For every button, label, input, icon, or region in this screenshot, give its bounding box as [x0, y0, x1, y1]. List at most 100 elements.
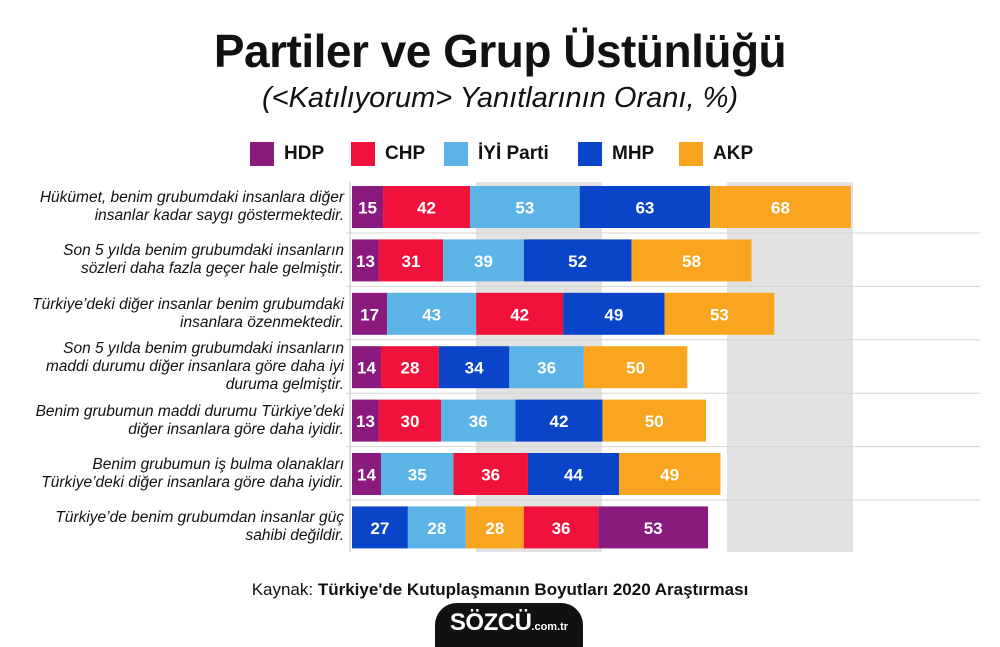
- bar-segment: [469, 186, 580, 228]
- bar-segment: [352, 239, 379, 282]
- bar-segment: [523, 239, 632, 282]
- legend-swatch-hdp: [250, 142, 274, 166]
- background-band: [727, 182, 853, 552]
- legend-item-iyi: İYİ Parti: [444, 140, 549, 168]
- bar-segment: [509, 346, 584, 389]
- bar-segment: [352, 292, 388, 335]
- bar-value-label: 28: [400, 359, 419, 378]
- chart-subtitle: (<Katılıyorum> Yanıtlarının Oranı, %): [261, 82, 739, 114]
- bar-value-label: 31: [402, 252, 421, 271]
- legend-label-chp: CHP: [385, 143, 426, 164]
- bar-segment: [352, 453, 381, 495]
- row-label: Benim grubumun maddi durumu Türkiye’deki…: [35, 402, 344, 438]
- legend-label-hdp: HDP: [284, 143, 325, 164]
- bar-segment: [352, 506, 408, 549]
- bar-segment: [441, 399, 516, 442]
- bar-value-label: 15: [358, 199, 377, 218]
- bar-value-label: 14: [357, 359, 376, 378]
- logo-wordmark: SÖZCÜ: [449, 609, 532, 636]
- bar-segment: [563, 292, 665, 335]
- bar-value-label: 50: [626, 359, 645, 378]
- bar-value-label: 28: [485, 519, 504, 538]
- legend-swatch-mhp: [578, 142, 602, 166]
- bar-value-label: 17: [360, 305, 379, 324]
- bar-segment: [523, 506, 599, 549]
- bar-segment: [378, 399, 442, 442]
- row-label: Benim grubumun iş bulma olanakları Türki…: [41, 456, 344, 491]
- bar-value-label: 52: [568, 252, 587, 271]
- bar-segment: [352, 186, 384, 228]
- legend-item-hdp: HDP: [250, 140, 324, 168]
- bar-value-label: 35: [408, 466, 427, 485]
- bar-value-label: 36: [469, 412, 488, 431]
- bar-value-label: 28: [427, 519, 446, 538]
- legend-swatch-akp: [679, 142, 703, 166]
- bar-value-label: 68: [771, 199, 790, 218]
- bar-segment: [380, 453, 454, 495]
- legend-item-akp: AKP: [679, 140, 753, 168]
- bar-segment: [378, 239, 444, 282]
- bar-segment: [583, 346, 688, 389]
- bar-value-label: 27: [370, 519, 389, 538]
- bar-segment: [453, 453, 528, 495]
- bar-value-label: 34: [465, 359, 484, 378]
- legend-item-chp: CHP: [351, 140, 425, 168]
- legend-label-mhp: MHP: [612, 143, 655, 164]
- legend-label-iyi: İYİ Parti: [478, 143, 549, 164]
- bar-segment: [527, 453, 620, 495]
- bar-segment: [598, 506, 709, 549]
- bar-value-label: 13: [356, 252, 375, 271]
- bar-value-label: 43: [422, 305, 441, 324]
- bar-segment: [476, 292, 564, 335]
- bar-segment: [631, 239, 752, 282]
- bar-value-label: 49: [604, 305, 623, 324]
- bar-value-label: 36: [552, 519, 571, 538]
- bar-segment: [664, 292, 775, 335]
- bar-value-label: 13: [356, 412, 375, 431]
- bar-segment: [352, 346, 381, 389]
- bar-value-label: 53: [710, 305, 729, 324]
- bar-value-label: 36: [481, 466, 500, 485]
- bar-segment: [515, 399, 603, 442]
- bar-segment: [438, 346, 510, 389]
- bar-segment: [602, 399, 706, 442]
- bar-value-label: 53: [644, 519, 663, 538]
- bar-value-label: 42: [510, 305, 529, 324]
- bar-value-label: 50: [645, 412, 664, 431]
- source-note: Kaynak: Türkiye'de Kutuplaşmanın Boyutla…: [0, 580, 1000, 600]
- source-title: Türkiye'de Kutuplaşmanın Boyutları 2020 …: [317, 580, 749, 599]
- bar-value-label: 42: [550, 412, 569, 431]
- chart-title: Partiler ve Grup Üstünlüğü: [213, 25, 787, 77]
- legend-swatch-iyi: [444, 142, 468, 166]
- bar-segment: [443, 239, 524, 282]
- legend-label-akp: AKP: [713, 143, 754, 164]
- row-label: Türkiye’de benim grubumdan insanlar güç …: [55, 509, 344, 545]
- row-label: Hükümet, benim grubumdaki insanlara diğe…: [39, 189, 344, 224]
- source-prefix: Kaynak:: [251, 580, 318, 599]
- bar-value-label: 36: [537, 359, 556, 378]
- bar-value-label: 14: [357, 466, 376, 485]
- bar-segment: [387, 292, 477, 335]
- bar-value-label: 63: [635, 199, 654, 218]
- row-label: Türkiye’deki diğer insanlar benim grubum…: [32, 295, 344, 331]
- bar-value-label: 49: [660, 466, 679, 485]
- bar-segment: [383, 186, 470, 228]
- bar-segment: [352, 399, 379, 442]
- bar-segment: [407, 506, 466, 549]
- chart-plot: 15 42 53 63 68 13 31 39 52 58 17 43 42 49 53 14 28 34 36 50…: [346, 182, 980, 552]
- bar-value-label: 44: [564, 466, 583, 485]
- bar-segment: [710, 186, 851, 228]
- row-label: Son 5 yılda benim grubumdaki insanların …: [45, 340, 344, 394]
- legend-swatch-chp: [351, 142, 375, 166]
- bar-value-label: 42: [417, 199, 436, 218]
- brand-logo: SÖZCÜ.com.tr: [435, 603, 583, 647]
- stacked-bar-chart: Hükümet, benim grubumdaki insanlara diğe…: [0, 178, 1000, 558]
- bar-segment: [380, 346, 439, 389]
- logo-domain: .com.tr: [531, 621, 569, 633]
- legend: HDP CHP İYİ Parti MHP AKP: [0, 140, 1000, 168]
- bar-value-label: 39: [474, 252, 493, 271]
- bar-segment: [465, 506, 524, 549]
- row-label: Son 5 yılda benim grubumdaki insanların …: [63, 242, 344, 278]
- bar-value-label: 30: [400, 412, 419, 431]
- bar-value-label: 53: [515, 199, 534, 218]
